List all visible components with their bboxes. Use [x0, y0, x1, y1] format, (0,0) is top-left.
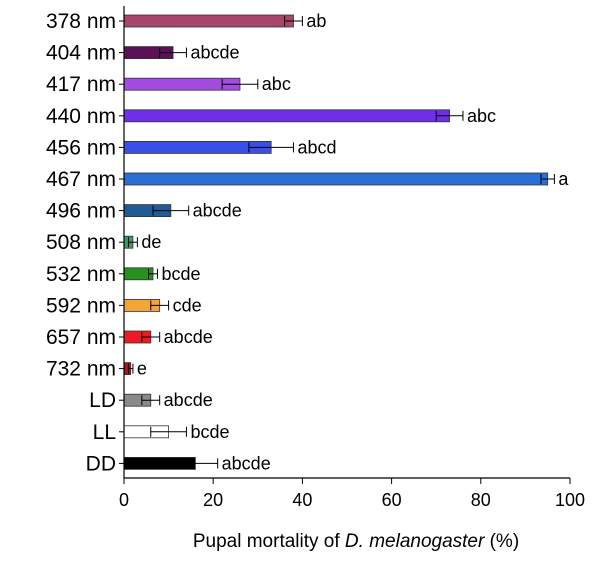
category-label: 496 nm: [46, 200, 116, 223]
category-label: LL: [93, 421, 116, 444]
category-label: 592 nm: [46, 294, 116, 317]
category-label: 456 nm: [46, 136, 116, 159]
x-tick-label: 0: [119, 490, 129, 510]
significance-label: bcde: [161, 264, 200, 284]
significance-label: ab: [306, 11, 326, 31]
x-tick-label: 80: [471, 490, 491, 510]
x-axis-title: Pupal mortality of D. melanogaster (%): [193, 531, 519, 552]
bars-layer: ababcdeabcabcabcdaabcdedebcdecdeabcdeeab…: [123, 11, 569, 473]
category-label: LD: [89, 389, 116, 412]
category-label: 732 nm: [46, 358, 116, 381]
category-label: 532 nm: [46, 263, 116, 286]
x-axis-title-suffix: (%): [484, 531, 519, 552]
category-label: 508 nm: [46, 231, 116, 254]
category-label: 657 nm: [46, 326, 116, 349]
axis-layer: 378 nm 404 nm 417 nm 440 nm 456 nm 467 nm 496 …: [46, 6, 585, 510]
category-label: 404 nm: [46, 42, 116, 65]
significance-label: abcde: [164, 390, 213, 410]
bar: [123, 14, 294, 28]
x-axis-title-species: D. melanogaster: [345, 531, 485, 552]
x-tick-label: 60: [382, 490, 402, 510]
x-axis-title-prefix: Pupal mortality of: [193, 531, 345, 552]
significance-label: abcde: [193, 201, 242, 221]
category-label: 440 nm: [46, 105, 116, 128]
category-label: 378 nm: [46, 10, 116, 33]
significance-label: abcd: [297, 137, 336, 157]
significance-label: abcde: [164, 327, 213, 347]
significance-label: abc: [262, 74, 291, 94]
bar: [123, 109, 450, 123]
x-tick-label: 20: [203, 490, 223, 510]
x-tick-label: 100: [555, 490, 585, 510]
significance-label: a: [558, 169, 569, 189]
significance-label: e: [137, 359, 147, 379]
bar: [123, 172, 549, 186]
x-tick-label: 40: [292, 490, 312, 510]
significance-label: bcde: [190, 422, 229, 442]
significance-label: abc: [467, 106, 496, 126]
category-label: 417 nm: [46, 73, 116, 96]
category-label: DD: [86, 452, 116, 475]
significance-label: cde: [173, 295, 202, 315]
significance-label: de: [141, 232, 161, 252]
significance-label: abcde: [222, 453, 271, 473]
significance-label: abcde: [190, 43, 239, 63]
category-label: 467 nm: [46, 168, 116, 191]
